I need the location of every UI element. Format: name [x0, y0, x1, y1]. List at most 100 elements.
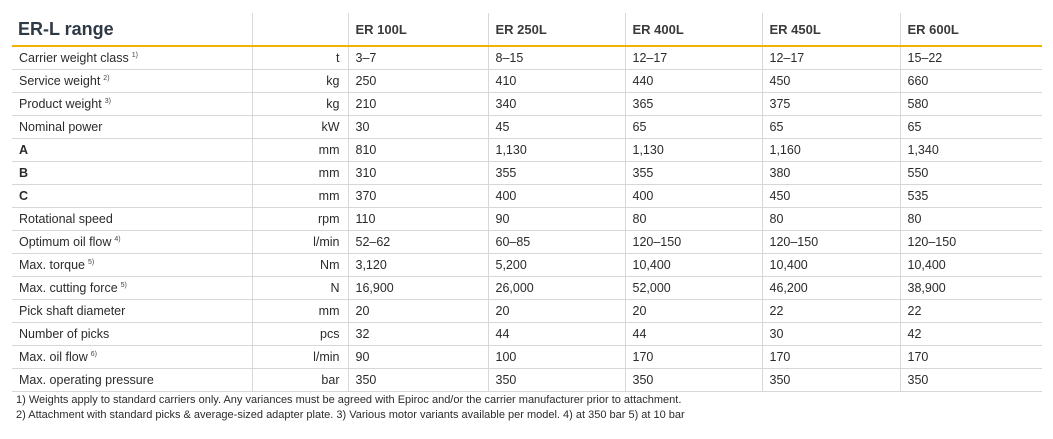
- table-row: Service weight 2) kg 250 410 440 450 660: [12, 69, 1042, 93]
- value-cell: 350: [625, 368, 763, 392]
- parameter-cell: Carrier weight class 1): [12, 46, 253, 70]
- value-cell: 32: [348, 322, 489, 346]
- unit-cell: kg: [252, 92, 349, 116]
- value-cell: 65: [625, 115, 763, 139]
- footnotes: 1) Weights apply to standard carriers on…: [16, 393, 685, 423]
- parameter-cell: Nominal power: [12, 115, 253, 139]
- value-cell: 120–150: [900, 230, 1042, 254]
- value-cell: 80: [900, 207, 1042, 231]
- table-row: Product weight 3) kg 210 340 365 375 580: [12, 92, 1042, 116]
- unit-cell: rpm: [252, 207, 349, 231]
- value-cell: 45: [488, 115, 626, 139]
- value-cell: 20: [348, 299, 489, 323]
- value-cell: 120–150: [762, 230, 901, 254]
- table-row: Max. torque 5) Nm 3,120 5,200 10,400 10,400 10,…: [12, 253, 1042, 277]
- parameter-label: Number of picks: [19, 327, 110, 341]
- value-cell: 65: [762, 115, 901, 139]
- unit-cell: t: [252, 46, 349, 70]
- footnote-marker: 4): [114, 236, 121, 243]
- unit-cell: mm: [252, 161, 349, 185]
- footnote-marker: 2): [103, 75, 110, 82]
- value-cell: 580: [900, 92, 1042, 116]
- parameter-label: B: [19, 166, 29, 180]
- unit-cell: mm: [252, 184, 349, 208]
- table-row: Carrier weight class 1) t 3–7 8–15 12–17 12–17…: [12, 46, 1042, 70]
- value-cell: 16,900: [348, 276, 489, 300]
- value-cell: 400: [625, 184, 763, 208]
- value-cell: 355: [625, 161, 763, 185]
- value-cell: 12–17: [762, 46, 901, 70]
- parameter-label: Optimum oil flow: [19, 235, 112, 249]
- parameter-cell: Number of picks: [12, 322, 253, 346]
- unit-cell: mm: [252, 299, 349, 323]
- value-cell: 20: [488, 299, 626, 323]
- value-cell: 810: [348, 138, 489, 162]
- value-cell: 350: [488, 368, 626, 392]
- value-cell: 1,130: [488, 138, 626, 162]
- value-cell: 110: [348, 207, 489, 231]
- value-cell: 52–62: [348, 230, 489, 254]
- value-cell: 8–15: [488, 46, 626, 70]
- unit-cell: Nm: [252, 253, 349, 277]
- value-cell: 170: [900, 345, 1042, 369]
- value-cell: 10,400: [625, 253, 763, 277]
- table-row: Pick shaft diameter mm 20 20 20 22 22: [12, 299, 1042, 323]
- unit-cell: kg: [252, 69, 349, 93]
- table-row: Nominal power kW 30 45 65 65 65: [12, 115, 1042, 139]
- value-cell: 350: [900, 368, 1042, 392]
- table-row: Max. operating pressure bar 350 350 350 350 35…: [12, 368, 1042, 392]
- parameter-cell: Max. operating pressure: [12, 368, 253, 392]
- value-cell: 250: [348, 69, 489, 93]
- parameter-label: Carrier weight class: [19, 51, 129, 65]
- parameter-cell: Product weight 3): [12, 92, 253, 116]
- unit-cell: l/min: [252, 345, 349, 369]
- value-cell: 1,160: [762, 138, 901, 162]
- value-cell: 22: [900, 299, 1042, 323]
- value-cell: 30: [348, 115, 489, 139]
- parameter-label: Nominal power: [19, 120, 103, 134]
- parameter-cell: C: [12, 184, 253, 208]
- value-cell: 350: [348, 368, 489, 392]
- value-cell: 3–7: [348, 46, 489, 70]
- unit-cell: l/min: [252, 230, 349, 254]
- footnote-marker: 1): [131, 52, 138, 59]
- specifications-table: ER-L range ER 100L ER 250L ER 400L ER 45…: [12, 13, 1042, 392]
- value-cell: 550: [900, 161, 1042, 185]
- value-cell: 10,400: [900, 253, 1042, 277]
- value-cell: 400: [488, 184, 626, 208]
- value-cell: 52,000: [625, 276, 763, 300]
- value-cell: 355: [488, 161, 626, 185]
- value-cell: 170: [762, 345, 901, 369]
- parameter-cell: B: [12, 161, 253, 185]
- unit-cell: kW: [252, 115, 349, 139]
- unit-cell: pcs: [252, 322, 349, 346]
- value-cell: 440: [625, 69, 763, 93]
- value-cell: 3,120: [348, 253, 489, 277]
- value-cell: 1,340: [900, 138, 1042, 162]
- value-cell: 370: [348, 184, 489, 208]
- value-cell: 170: [625, 345, 763, 369]
- value-cell: 375: [762, 92, 901, 116]
- value-cell: 450: [762, 69, 901, 93]
- parameter-label: C: [19, 189, 29, 203]
- value-cell: 660: [900, 69, 1042, 93]
- value-cell: 535: [900, 184, 1042, 208]
- footnote-marker: 5): [88, 259, 95, 266]
- parameter-label: Max. operating pressure: [19, 373, 154, 387]
- parameter-label: Max. cutting force: [19, 281, 118, 295]
- value-cell: 80: [762, 207, 901, 231]
- value-cell: 12–17: [625, 46, 763, 70]
- footnote-marker: 5): [120, 282, 127, 289]
- value-cell: 22: [762, 299, 901, 323]
- footnote-line: 2) Attachment with standard picks & aver…: [16, 409, 685, 421]
- parameter-cell: Service weight 2): [12, 69, 253, 93]
- unit-header: [252, 13, 349, 47]
- value-cell: 410: [488, 69, 626, 93]
- value-cell: 5,200: [488, 253, 626, 277]
- value-cell: 100: [488, 345, 626, 369]
- value-cell: 26,000: [488, 276, 626, 300]
- value-cell: 60–85: [488, 230, 626, 254]
- header-row: ER-L range ER 100L ER 250L ER 400L ER 45…: [12, 13, 1042, 47]
